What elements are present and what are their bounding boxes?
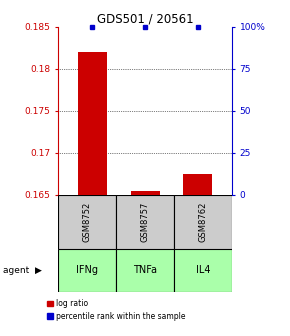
Text: IL4: IL4	[196, 265, 210, 276]
Text: agent  ▶: agent ▶	[3, 266, 42, 275]
Bar	[78, 52, 107, 195]
Bar	[174, 249, 232, 292]
Text: GSM8752: GSM8752	[82, 202, 92, 242]
Text: IFNg: IFNg	[76, 265, 98, 276]
Bar	[116, 249, 174, 292]
Text: GSM8762: GSM8762	[198, 202, 208, 242]
Bar	[58, 249, 116, 292]
Bar	[58, 195, 116, 249]
Bar	[174, 195, 232, 249]
Bar	[183, 174, 212, 195]
Bar	[130, 191, 160, 195]
Bar	[116, 195, 174, 249]
Text: TNFa: TNFa	[133, 265, 157, 276]
Text: GSM8757: GSM8757	[140, 202, 150, 242]
Title: GDS501 / 20561: GDS501 / 20561	[97, 13, 193, 26]
Legend: log ratio, percentile rank within the sample: log ratio, percentile rank within the sa…	[47, 299, 186, 321]
